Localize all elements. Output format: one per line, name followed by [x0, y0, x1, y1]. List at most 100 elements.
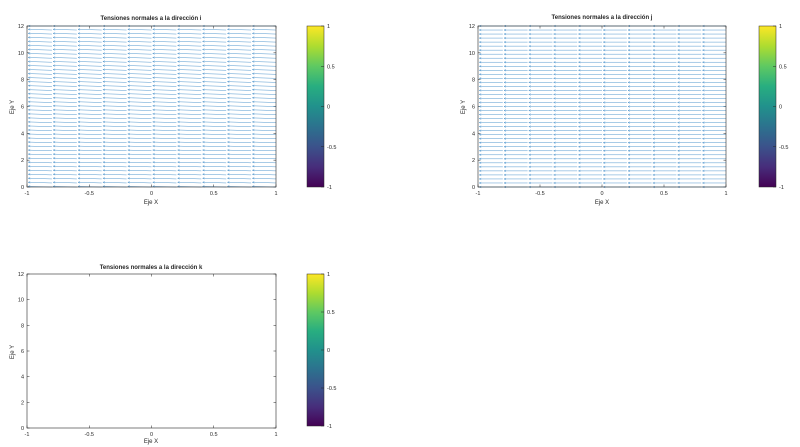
quiver-arrow-head	[478, 93, 482, 96]
quiver-arrow	[28, 125, 52, 127]
quiver-arrow-head	[701, 181, 705, 185]
quiver-arrow-head	[627, 109, 631, 112]
quiver-arrow-head	[677, 32, 680, 36]
quiver-arrow-head	[553, 85, 556, 88]
quiver-arrow-head	[77, 157, 81, 160]
quiver-arrow	[28, 105, 52, 107]
quiver-arrow-head	[652, 133, 655, 136]
quiver-arrow	[127, 81, 152, 83]
quiver-arrow-head	[602, 45, 606, 48]
quiver-arrow	[202, 81, 227, 83]
quiver-arrow-head	[226, 72, 230, 75]
quiver-arrow	[177, 178, 202, 180]
quiver-arrow	[102, 77, 127, 79]
quiver-arrow-head	[701, 61, 705, 64]
quiver-arrow	[252, 178, 277, 180]
quiver-arrow	[28, 137, 52, 139]
quiver-arrow-head	[528, 81, 531, 84]
quiver-arrow-head	[577, 125, 581, 128]
x-tick-label: 0.5	[210, 432, 218, 438]
quiver-arrow	[78, 33, 102, 35]
quiver-arrow-head	[52, 112, 56, 115]
quiver-arrow-head	[127, 92, 130, 95]
quiver-arrow-head	[627, 57, 631, 60]
quiver-arrow-head	[577, 28, 581, 32]
quiver-arrow	[227, 45, 252, 47]
quiver-arrow-head	[226, 100, 230, 103]
quiver-arrow	[28, 141, 52, 143]
quiver-arrow-head	[553, 109, 556, 112]
quiver-arrow-head	[627, 61, 631, 64]
quiver-arrow-head	[251, 44, 255, 47]
quiver-arrow-head	[478, 173, 482, 177]
quiver-arrow-head	[503, 149, 507, 152]
quiver-arrow-head	[478, 81, 482, 84]
quiver-arrow	[53, 33, 77, 35]
quiver-arrow-head	[701, 97, 705, 100]
quiver-arrow-head	[251, 157, 255, 160]
quiver-arrow-head	[27, 153, 31, 156]
quiver-arrow-head	[627, 169, 631, 172]
quiver-arrow-head	[652, 121, 655, 124]
quiver-arrow-head	[102, 112, 106, 115]
quiver-arrow-head	[251, 181, 255, 184]
quiver-arrow-head	[652, 113, 655, 116]
quiver-arrow-head	[503, 49, 507, 52]
quiver-arrow-head	[77, 124, 81, 128]
quiver-arrow	[227, 49, 252, 51]
quiver-arrow-head	[127, 40, 130, 43]
quiver-arrow-head	[77, 80, 81, 83]
quiver-arrow-head	[177, 84, 180, 87]
quiver-arrow-head	[602, 181, 606, 185]
quiver-arrow	[53, 41, 77, 43]
quiver-arrow-head	[177, 169, 180, 172]
quiver-arrow-head	[52, 169, 56, 172]
quiver-arrow-head	[577, 137, 581, 140]
quiver-arrow-head	[503, 85, 507, 88]
y-tick-label: 12	[469, 24, 475, 30]
quiver-arrow	[202, 77, 227, 79]
quiver-arrow	[28, 109, 52, 111]
y-tick-label: 2	[21, 400, 24, 406]
quiver-arrow-head	[102, 124, 106, 128]
quiver-arrow	[127, 153, 152, 156]
quiver-arrow	[227, 85, 252, 87]
quiver-arrow	[28, 97, 52, 99]
quiver-arrow	[78, 81, 102, 83]
quiver-arrow	[177, 49, 202, 51]
quiver-arrow-head	[27, 76, 31, 79]
quiver-arrow-head	[503, 36, 507, 40]
quiver-arrow-head	[677, 41, 680, 44]
quiver-arrow-head	[602, 97, 606, 100]
quiver-arrow-head	[52, 48, 56, 51]
quiver-arrow-head	[202, 32, 205, 35]
quiver-arrow	[28, 170, 52, 172]
quiver-arrow	[53, 85, 77, 87]
quiver-arrow	[202, 53, 227, 55]
quiver-arrow	[227, 137, 252, 139]
quiver-arrow-head	[177, 181, 180, 184]
quiver-arrow	[127, 65, 152, 67]
quiver-arrow	[177, 61, 202, 63]
quiver-arrow	[252, 137, 277, 139]
quiver-arrow	[252, 117, 277, 119]
quiver-arrow-head	[52, 60, 56, 63]
quiver-arrow-head	[602, 65, 606, 68]
quiver-arrow	[127, 141, 152, 143]
x-tick-label: -0.5	[85, 191, 94, 197]
quiver-arrow	[53, 101, 77, 103]
quiver-arrow	[202, 49, 227, 51]
quiver-arrow-head	[503, 93, 507, 96]
quiver-arrow	[227, 125, 252, 127]
panel-k: Tensiones normales a la dirección k Eje …	[10, 265, 336, 445]
colorbar-tick-label: -1	[779, 185, 784, 191]
quiver-arrow-head	[701, 105, 705, 108]
quiver-arrow	[28, 178, 52, 180]
quiver-arrow	[53, 141, 77, 143]
quiver-arrow-head	[677, 73, 680, 76]
quiver-arrow-head	[102, 64, 106, 67]
quiver-arrow	[102, 85, 127, 87]
quiver-arrow-head	[652, 141, 655, 144]
quiver-arrow	[152, 33, 177, 35]
quiver-arrow-head	[127, 136, 130, 140]
